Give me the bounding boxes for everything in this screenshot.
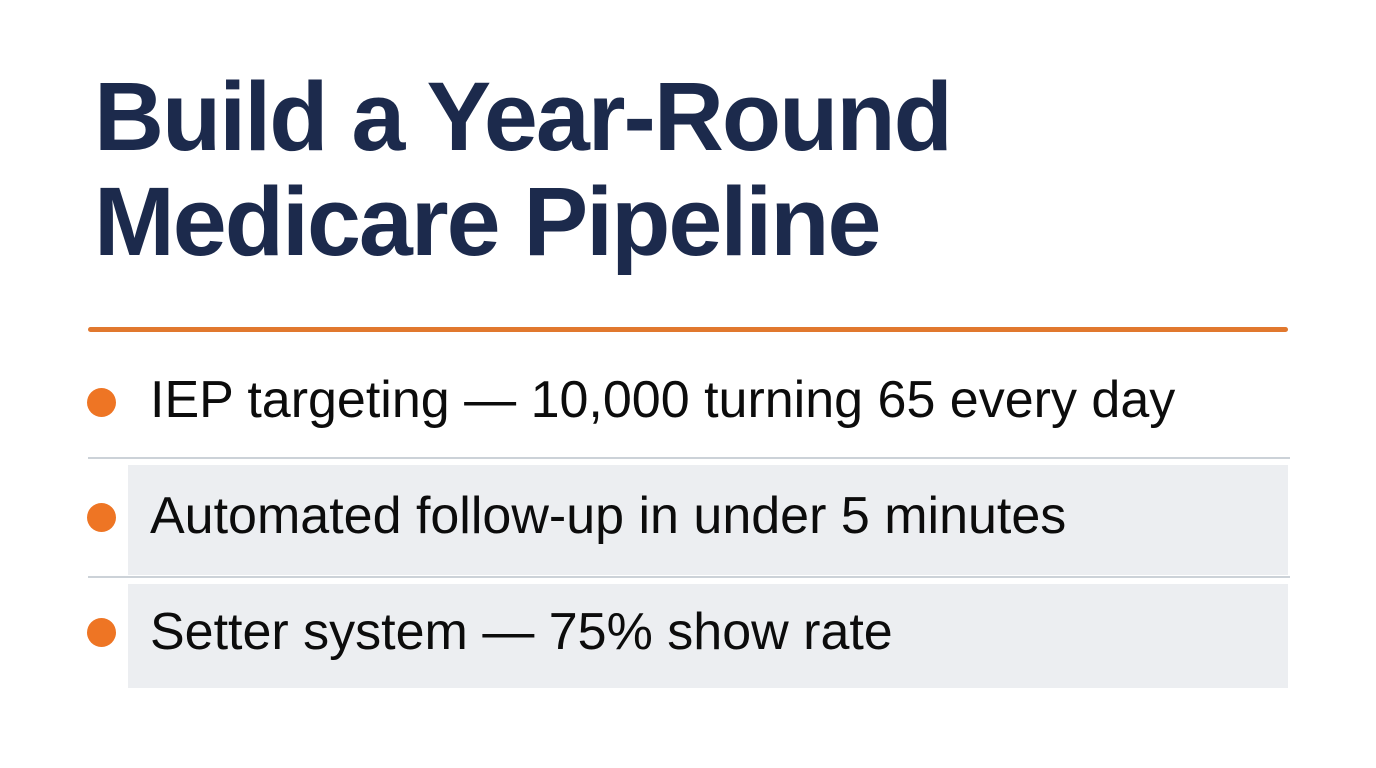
bullet-dot-icon xyxy=(87,503,116,532)
page-title-line-2: Medicare Pipeline xyxy=(94,167,881,276)
bullet-dot-icon xyxy=(87,388,116,417)
bullet-text: Automated follow-up in under 5 minutes xyxy=(150,487,1067,545)
title-divider xyxy=(88,327,1288,332)
bullet-text: IEP targeting — 10,000 turning 65 every … xyxy=(150,371,1176,429)
page-title: Build a Year-Round Medicare Pipeline xyxy=(94,62,953,276)
page-title-line-1: Build a Year-Round xyxy=(94,62,953,171)
row-separator xyxy=(88,457,1290,459)
row-separator xyxy=(88,576,1290,578)
bullet-dot-icon xyxy=(87,618,116,647)
row-highlight-band xyxy=(128,465,1288,575)
bullet-text: Setter system — 75% show rate xyxy=(150,603,893,661)
row-highlight-band xyxy=(128,584,1288,688)
